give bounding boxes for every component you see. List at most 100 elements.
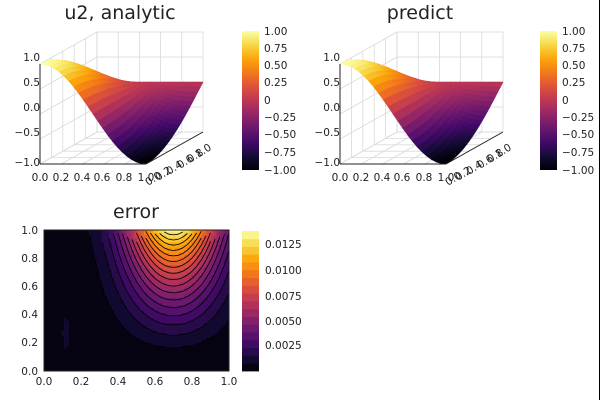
- contour-cell: [131, 280, 135, 284]
- contour-cell: [174, 313, 177, 317]
- contour-cell: [66, 318, 70, 322]
- contour-cell: [161, 360, 165, 364]
- contour-cell: [84, 328, 87, 332]
- contour-cell: [131, 303, 135, 306]
- contour-cell: [81, 277, 85, 281]
- contour-cell: [74, 277, 77, 281]
- contour-cell: [139, 328, 142, 332]
- contour-cell: [174, 363, 177, 367]
- contour-cell: [169, 335, 172, 339]
- contour-cell: [194, 265, 197, 269]
- contour-cell: [164, 323, 167, 327]
- contour-cell: [84, 282, 87, 286]
- contour-cell: [154, 340, 157, 344]
- contour-cell: [149, 242, 152, 246]
- contour-cell: [189, 328, 192, 332]
- contour-cell: [191, 292, 195, 296]
- contour-cell: [96, 330, 100, 334]
- contour-cell: [179, 257, 182, 261]
- contour-cell: [211, 360, 215, 364]
- contour-cell: [134, 272, 137, 276]
- contour-cell: [136, 350, 140, 354]
- contour-cell: [106, 320, 110, 324]
- contour-cell: [166, 260, 170, 264]
- contour-cell: [76, 257, 80, 261]
- contour-cell: [99, 320, 102, 324]
- contour-cell: [109, 318, 112, 322]
- contour-cell: [129, 257, 132, 261]
- contour-cell: [189, 270, 192, 274]
- contour-cell: [174, 252, 177, 256]
- contour-cell: [204, 280, 207, 284]
- contour-cell: [119, 325, 122, 329]
- contour-cell: [79, 280, 82, 284]
- contour-cell: [121, 345, 125, 349]
- contour-cell: [184, 287, 187, 291]
- contour-cell: [74, 348, 77, 352]
- contour-cell: [51, 237, 55, 241]
- contour-cell: [214, 365, 217, 369]
- z-tick-label: 1.0: [323, 52, 340, 64]
- contour-cell: [194, 340, 197, 344]
- contour-cell: [156, 325, 160, 329]
- contour-cell: [209, 287, 212, 291]
- contour-cell: [151, 358, 155, 362]
- contour-cell: [69, 348, 72, 352]
- contour-cell: [144, 303, 147, 306]
- panel-analytic-x-ticks: 0.0 0.2 0.4 0.6 0.8 1.0: [32, 172, 155, 184]
- contour-cell: [216, 262, 220, 266]
- contour-cell: [104, 345, 107, 349]
- contour-cell: [211, 335, 215, 339]
- contour-cell: [154, 318, 157, 322]
- contour-cell: [186, 287, 190, 291]
- contour-cell: [71, 345, 75, 349]
- contour-cell: [119, 310, 122, 314]
- contour-cell: [179, 328, 182, 332]
- contour-cell: [199, 255, 202, 259]
- contour-cell: [124, 237, 127, 241]
- contour-cell: [121, 330, 125, 334]
- contour-cell: [99, 255, 102, 259]
- contour-cell: [116, 230, 120, 233]
- contour-cell: [71, 338, 75, 342]
- contour-cell: [164, 257, 167, 261]
- contour-cell: [106, 282, 110, 286]
- contour-cell: [186, 295, 190, 299]
- contour-cell: [44, 297, 47, 301]
- contour-cell: [129, 355, 132, 359]
- contour-cell: [54, 368, 57, 372]
- contour-cell: [204, 237, 207, 241]
- colorbar-predict: [540, 31, 557, 170]
- contour-cell: [156, 315, 160, 319]
- contour-cell: [181, 328, 185, 332]
- contour-cell: [156, 275, 160, 279]
- contour-cell: [104, 338, 107, 342]
- contour-cell: [151, 257, 155, 261]
- contour-cell: [114, 265, 117, 269]
- contour-cell: [199, 250, 202, 254]
- contour-cell: [204, 355, 207, 359]
- contour-cell: [149, 292, 152, 296]
- contour-cell: [151, 350, 155, 354]
- contour-cell: [91, 270, 95, 274]
- contour-cell: [64, 282, 67, 286]
- contour-cell: [209, 262, 212, 266]
- contour-cell: [94, 348, 97, 352]
- contour-cell: [119, 328, 122, 332]
- contour-cell: [134, 300, 137, 304]
- contour-cell: [101, 230, 105, 233]
- contour-cell: [189, 237, 192, 241]
- contour-cell: [131, 345, 135, 349]
- contour-cell: [99, 340, 102, 344]
- contour-cell: [66, 237, 70, 241]
- contour-cell: [96, 230, 100, 233]
- contour-cell: [89, 280, 92, 284]
- contour-cell: [194, 328, 197, 332]
- contour-cell: [189, 260, 192, 264]
- contour-cell: [56, 237, 60, 241]
- contour-cell: [146, 300, 150, 304]
- contour-cell: [151, 313, 155, 317]
- contour-cell: [206, 368, 210, 372]
- z-tick-label: 0.5: [23, 77, 40, 89]
- contour-cell: [196, 308, 200, 311]
